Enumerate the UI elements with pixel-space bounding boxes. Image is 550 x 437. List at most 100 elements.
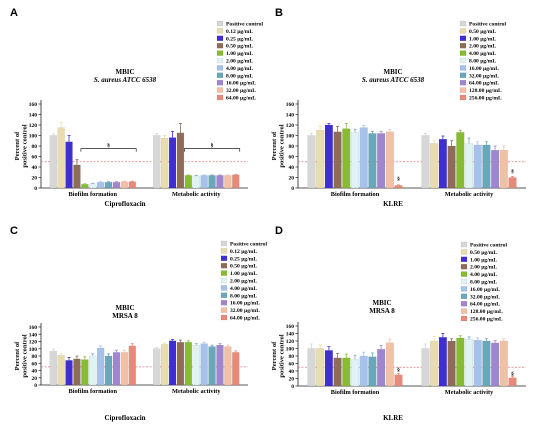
- bar: [192, 344, 200, 386]
- legend-swatch: [220, 240, 228, 247]
- bar: [128, 181, 136, 189]
- y-tick-label: 100: [29, 347, 38, 353]
- y-tick-label: 40: [32, 165, 38, 171]
- y-tick-label: 100: [286, 347, 295, 353]
- legend-label: 8.00 µg/mL: [230, 293, 257, 299]
- y-tick-label: 40: [32, 369, 38, 375]
- x-axis-title: Ciprofloxacin: [104, 200, 145, 208]
- legend-swatch: [216, 65, 224, 71]
- legend-label: 0.25 µg/mL: [230, 256, 257, 262]
- legend-label: 32.00 µg/mL: [470, 294, 500, 300]
- legend-swatch: [220, 307, 228, 313]
- y-tick-label: 0: [291, 384, 294, 390]
- significance-mark: §: [211, 143, 214, 149]
- legend-swatch: [216, 94, 224, 101]
- legend-swatch: [459, 57, 467, 64]
- bar: [359, 127, 368, 189]
- bar: [350, 358, 360, 387]
- legend-swatch: [220, 285, 228, 291]
- category-label: Metabolic activity: [445, 191, 494, 198]
- legend-label: 0.25 µg/mL: [226, 36, 253, 42]
- bar: [473, 144, 482, 189]
- significance-mark: §: [511, 371, 514, 377]
- panel-letter: B: [275, 7, 283, 19]
- bar: [112, 182, 121, 189]
- y-tick-label: 60: [289, 362, 295, 368]
- y-tick-label: 40: [289, 165, 295, 171]
- legend-label: 4.00 µg/mL: [230, 286, 257, 292]
- legend-label: 2.00 µg/mL: [470, 265, 497, 271]
- legend-swatch: [216, 35, 224, 41]
- y-tick-label: 140: [286, 113, 295, 119]
- legend-swatch: [460, 249, 468, 255]
- legend-swatch: [216, 80, 224, 86]
- legend-label: 1.00 µg/mL: [230, 271, 257, 277]
- bar: [153, 135, 161, 189]
- chart-subtitle: S. aureus ATCC 6538: [94, 76, 157, 84]
- legend-label: 2.00 µg/mL: [226, 59, 253, 65]
- y-tick-label: 20: [32, 176, 38, 182]
- legend-label: 128.00 µg/mL: [470, 309, 503, 315]
- chart-subtitle: MRSA 8: [369, 307, 395, 315]
- panel-a: A 0 20 40 60 80 100 120 140 160 § § Biofilm formatio…: [10, 7, 263, 208]
- bar: [394, 185, 403, 189]
- legend-swatch: [460, 286, 468, 292]
- legend-swatch: [460, 264, 468, 270]
- bar: [368, 133, 377, 189]
- legend-swatch: [460, 308, 468, 314]
- legend-swatch: [220, 255, 228, 261]
- bar: [216, 175, 224, 189]
- legend-label: 0.50 µg/mL: [230, 264, 257, 270]
- bar: [316, 130, 325, 189]
- bar: [438, 337, 447, 387]
- bar: [168, 137, 177, 189]
- chart-title: MBIC: [115, 304, 134, 312]
- bar: [350, 132, 360, 189]
- category-label: Biofilm formation: [69, 191, 118, 198]
- legend-swatch: [216, 50, 224, 56]
- bar: [161, 137, 169, 189]
- bar: [81, 359, 89, 386]
- legend-label: Positive control: [226, 22, 263, 28]
- legend-label: 0.12 µg/mL: [226, 29, 253, 35]
- bar: [208, 346, 216, 386]
- y-tick-label: 80: [32, 144, 38, 150]
- bar: [120, 352, 128, 386]
- bar: [176, 342, 185, 386]
- bar: [394, 374, 403, 387]
- legend-label: 2.00 µg/mL: [230, 279, 257, 285]
- bar: [456, 132, 465, 189]
- y-axis-title: Percent ofpositive control: [14, 334, 29, 377]
- legend-label: 16.00 µg/mL: [230, 301, 260, 307]
- y-tick-label: 20: [289, 377, 295, 383]
- significance-bracket: [184, 148, 241, 152]
- panel-letter: A: [10, 7, 18, 19]
- legend-swatch: [459, 65, 467, 71]
- bar: [216, 344, 224, 386]
- bar: [491, 150, 500, 189]
- significance-mark: §: [511, 168, 514, 174]
- y-tick-label: 160: [286, 102, 295, 108]
- y-tick-label: 160: [29, 325, 38, 331]
- bar: [333, 357, 342, 387]
- bar: [120, 181, 128, 189]
- legend-label: 0.12 µg/mL: [230, 249, 257, 255]
- bar: [104, 355, 113, 386]
- bar: [200, 343, 208, 386]
- y-tick-label: 80: [32, 354, 38, 360]
- y-tick-label: 20: [32, 376, 38, 382]
- bar: [97, 182, 105, 189]
- legend-swatch: [459, 72, 467, 78]
- category-label: Metabolic activity: [172, 191, 221, 198]
- legend-swatch: [459, 28, 467, 34]
- significance-mark: §: [397, 176, 400, 182]
- bar: [65, 360, 73, 386]
- legend-label: 32.00 µg/mL: [226, 88, 256, 94]
- bar: [464, 143, 474, 189]
- legend-label: 64.00 µg/mL: [469, 81, 499, 87]
- y-tick-label: 120: [29, 340, 38, 346]
- legend-swatch: [216, 28, 224, 34]
